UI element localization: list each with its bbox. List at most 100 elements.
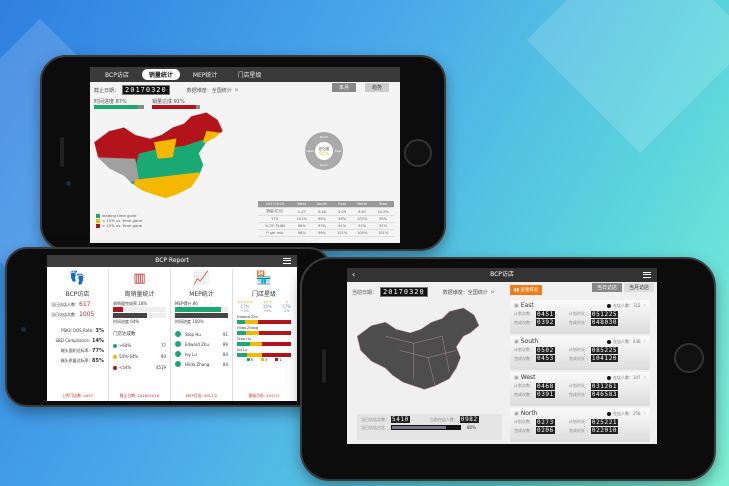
visit-header: ‹ BCP访店 [347, 268, 657, 282]
back-icon[interactable]: ‹ [352, 270, 356, 279]
store-stars-column[interactable]: 🏪 门店星级 ★★★★★ 17% +2% ★★★ 26% +0% ★ 57% -2% Edwar… [233, 269, 295, 401]
segment-this-month[interactable]: 本月 [332, 83, 357, 92]
summary-visits-value: 5410 [391, 416, 410, 423]
tab-today-visits[interactable]: 当日访店 [592, 283, 623, 292]
star-person-row: Ivy Lu [237, 348, 291, 357]
legend-label: leading time gone [102, 213, 137, 218]
home-button[interactable] [674, 343, 704, 373]
kpi-label: SBD Compliance: [55, 338, 91, 343]
stars-title: 门店星级 [251, 291, 276, 298]
star-level: ★★★★★ 17% +2% [237, 300, 253, 313]
kpi-value: 85% [92, 358, 104, 364]
tier-row: >64% 77 [113, 343, 166, 348]
tab-month-visits[interactable]: 当月访店 [624, 283, 655, 292]
bcp-visit-column[interactable]: 👣 BCP访店 当日访店人数：617 当日访店次数：1005 PSKU OOS … [47, 269, 109, 401]
home-button[interactable] [404, 139, 432, 167]
plan_time-label: 计划时长： [568, 419, 589, 424]
stars-footer: 星级月份: 2017/2 [248, 393, 280, 398]
kpi-row: 端头面积达标率: 77% [51, 348, 104, 354]
table-row: P per mio 98% 99% 101% 100% 101% [258, 229, 394, 237]
stacked-bar [237, 342, 291, 346]
done_visits-label: 完成次数： [514, 355, 534, 361]
table-cell: 97% [311, 222, 333, 230]
kpi-label: PSKU OOS Rate: [61, 328, 94, 333]
table-cell: 15.2% [372, 207, 394, 216]
tab-1[interactable]: 销量统计 [141, 69, 180, 80]
legend-item: 1 [275, 358, 281, 362]
mep-column[interactable]: 📈 MEP统计 MEP得分 86 时间进度 100% Stop Hu 91 Edwa… [171, 269, 233, 401]
legend-label: 5 [250, 358, 253, 362]
plan_time-label: 计划时长： [568, 347, 589, 352]
chevron-right-icon: › [643, 338, 646, 345]
person-name: Ivy Lu [185, 351, 197, 357]
kpi-label: 端头面积达标率: [60, 348, 91, 353]
menu-icon[interactable] [283, 258, 291, 264]
search-icon[interactable]: ⌕ [490, 287, 495, 296]
dimension-selector[interactable]: 数据维度：全国统计 [442, 289, 488, 296]
kpi-row: SBD Compliance: 14% [51, 338, 105, 344]
bcp-footer: 上传门店数: 4497 [61, 393, 94, 398]
dimension-selector[interactable]: 数据维度：全国统计 [186, 87, 232, 94]
stacked-segment [237, 353, 248, 357]
plan_visits-label: 计划次数： [514, 347, 534, 352]
date-label: 截止日期： [94, 87, 120, 94]
date-picker[interactable]: 20170320 [122, 85, 170, 95]
tab-bar: BCP访店 销量统计 MEP统计 门店星级 [90, 67, 400, 82]
done_visits-value: 0392 [536, 319, 555, 326]
stacked-segment [237, 342, 250, 346]
table-cell: West [291, 201, 312, 208]
sales-progress-label: 销量达成 91% [152, 99, 185, 105]
ratio-progress-bar [391, 425, 461, 430]
tab-3[interactable]: 门店星级 [237, 72, 262, 79]
mep-time-label: 时间进度 100% [175, 319, 204, 324]
date-picker[interactable]: 20170320 [380, 287, 428, 297]
kpi-value: 3% [95, 328, 105, 334]
tier-value: 90 [160, 354, 166, 359]
star-pct: 17% [240, 304, 250, 309]
stores-title: 门店达成数 [113, 332, 136, 337]
segment-trend[interactable]: 趋势 [365, 83, 390, 92]
time-progress-label: 时间进度 87% [94, 99, 127, 105]
weekly-sales-column[interactable]: ▥ 周销量统计 周销量完成率 18% 时间进度 64% 门店达成数 >64% 77… [109, 269, 171, 401]
instore-count: 在店人数：258 [612, 410, 641, 416]
stacked-segment [258, 320, 291, 324]
plan_time-value: 031261 [590, 382, 619, 390]
table-cell: 销量(亿元) [258, 207, 292, 216]
table-cell: 96% [332, 215, 353, 223]
table-cell: 98% [291, 222, 312, 230]
mep-score-label: MEP得分 86 [175, 301, 198, 306]
date-label: 当前日期： [352, 289, 378, 296]
plan_time-value: 051225 [590, 310, 619, 318]
footprint-icon: 👣 [69, 271, 86, 286]
table-row: % OF PLAN 98% 97% 91% 97% 97% [258, 222, 394, 230]
sunburst-center-value: 91% [319, 151, 330, 157]
tier-label: 54%-64% [119, 354, 139, 359]
kpi-value: 77% [92, 348, 104, 354]
done_time-value: 022010 [590, 427, 619, 434]
region-card-north[interactable]: ▣ North 在店人数：258 › 计划次数： 0273 计划时长： 025221 完成次数：… [510, 408, 650, 442]
report-header: BCP Report [47, 255, 297, 267]
mep-person-row: Ivy Lu 84 [175, 351, 228, 357]
instore-count: 在店人数：347 [612, 374, 641, 380]
tab-2[interactable]: MEP统计 [192, 72, 218, 79]
region-name: South [520, 338, 539, 345]
region-card-south[interactable]: ▣ South 在店人数：438 › 计划次数： 0502 计划时长： 085225 完成次数：… [510, 336, 650, 370]
stacked-segment [261, 342, 291, 346]
time-progress: 时间进度 87% [94, 98, 144, 109]
plan_visits-value: 0273 [536, 418, 555, 426]
search-icon[interactable]: ⌕ [234, 85, 239, 94]
table-cell: 1.07 [291, 207, 312, 216]
rank-button[interactable]: ▮▮ 查看排名 [510, 285, 543, 295]
map-icon: ▣ [514, 374, 519, 381]
person-score: 84 [222, 361, 228, 367]
plan_visits-value: 0451 [536, 310, 555, 318]
done_visits-value: 0391 [536, 391, 555, 398]
menu-icon[interactable] [643, 272, 651, 278]
kpi-row: 端头质量达标率: 85% [51, 358, 104, 364]
person-name: Edward Zhu [185, 341, 209, 347]
tab-0[interactable]: BCP访店 [105, 72, 129, 79]
region-card-east[interactable]: ▣ East 在店人数：312 › 计划次数： 0451 计划时长： 051225 完成次数： 0… [510, 300, 650, 334]
table-cell: 99% [311, 229, 333, 237]
region-card-west[interactable]: ▣ West 在店人数：347 › 计划次数： 0468 计划时长： 031261 完成次数： 0… [510, 372, 650, 406]
store-icon: 🏪 [255, 271, 273, 286]
